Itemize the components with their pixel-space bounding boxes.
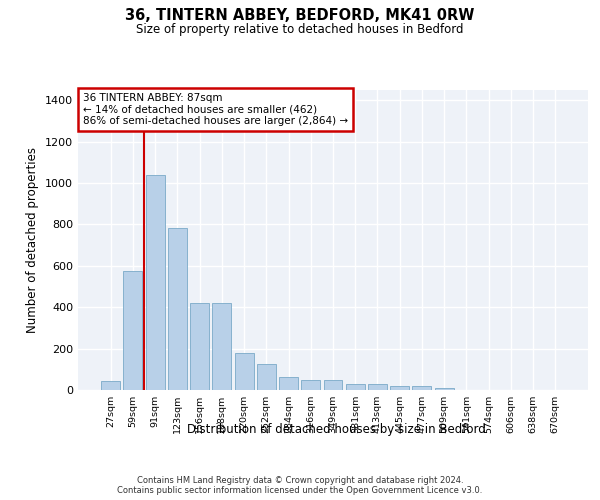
Bar bbox=[412, 386, 431, 390]
Y-axis label: Number of detached properties: Number of detached properties bbox=[26, 147, 40, 333]
Text: Size of property relative to detached houses in Bedford: Size of property relative to detached ho… bbox=[136, 22, 464, 36]
Bar bbox=[212, 303, 231, 390]
Bar bbox=[124, 271, 142, 390]
Bar bbox=[279, 376, 298, 390]
Bar bbox=[168, 228, 187, 390]
Text: Distribution of detached houses by size in Bedford: Distribution of detached houses by size … bbox=[187, 422, 485, 436]
Bar bbox=[301, 380, 320, 390]
Bar bbox=[257, 364, 276, 390]
Bar bbox=[346, 384, 365, 390]
Text: 36, TINTERN ABBEY, BEDFORD, MK41 0RW: 36, TINTERN ABBEY, BEDFORD, MK41 0RW bbox=[125, 8, 475, 22]
Bar bbox=[323, 380, 343, 390]
Bar bbox=[190, 303, 209, 390]
Bar bbox=[146, 175, 164, 390]
Bar bbox=[368, 384, 387, 390]
Bar bbox=[101, 380, 120, 390]
Text: Contains HM Land Registry data © Crown copyright and database right 2024.
Contai: Contains HM Land Registry data © Crown c… bbox=[118, 476, 482, 495]
Bar bbox=[235, 353, 254, 390]
Bar bbox=[435, 388, 454, 390]
Bar bbox=[390, 386, 409, 390]
Text: 36 TINTERN ABBEY: 87sqm
← 14% of detached houses are smaller (462)
86% of semi-d: 36 TINTERN ABBEY: 87sqm ← 14% of detache… bbox=[83, 93, 348, 126]
